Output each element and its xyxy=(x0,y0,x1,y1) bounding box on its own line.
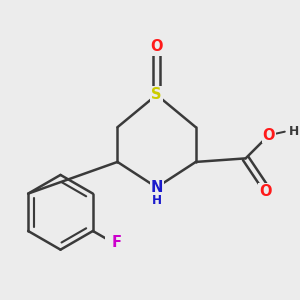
Text: S: S xyxy=(152,87,162,102)
Text: O: O xyxy=(150,39,163,54)
Text: H: H xyxy=(289,125,299,138)
Text: O: O xyxy=(259,184,272,199)
Text: N: N xyxy=(150,180,163,195)
Bar xyxy=(150,38,164,56)
Text: H: H xyxy=(152,194,162,207)
Bar xyxy=(258,183,272,199)
Bar xyxy=(150,86,164,104)
Bar xyxy=(262,127,276,143)
Bar xyxy=(149,178,164,196)
Text: F: F xyxy=(111,235,121,250)
Text: O: O xyxy=(262,128,275,143)
Bar xyxy=(105,234,119,250)
